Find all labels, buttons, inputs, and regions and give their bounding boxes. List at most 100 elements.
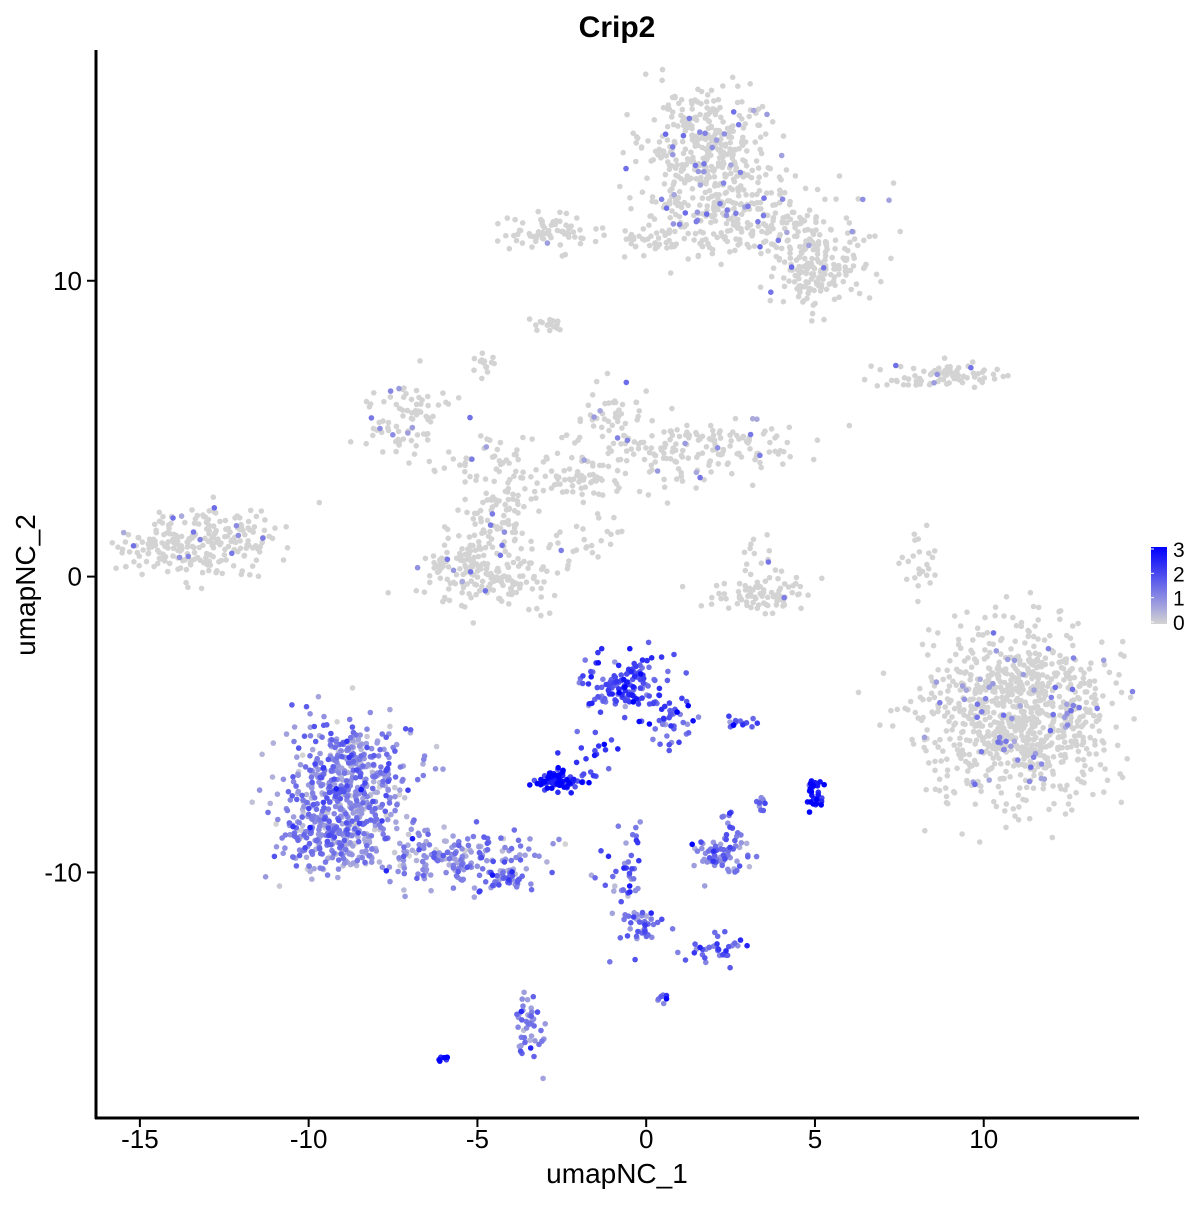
cell-point [770, 265, 777, 272]
cell-point [664, 123, 671, 130]
cell-point [424, 430, 431, 437]
cell-point [667, 456, 674, 462]
cell-point [760, 431, 767, 437]
cell-point [822, 196, 828, 203]
cell-point [699, 845, 705, 852]
cell-point [471, 554, 478, 561]
cell-point [745, 224, 751, 230]
cell-point [659, 916, 665, 923]
cell-point [727, 810, 733, 816]
cell-point [705, 172, 711, 179]
cell-point [511, 827, 518, 833]
cell-point [701, 161, 707, 167]
cell-point [775, 575, 781, 582]
cell-point [704, 105, 710, 111]
cell-point [642, 71, 649, 77]
cell-point [541, 579, 547, 585]
cell-point [601, 741, 608, 748]
cell-point [692, 162, 699, 169]
cell-point [1075, 776, 1081, 782]
cell-point [1058, 704, 1064, 710]
cell-point [994, 751, 1000, 758]
cell-point [222, 546, 228, 553]
cell-point [511, 508, 518, 514]
cell-point [335, 866, 342, 872]
cell-point [937, 699, 943, 706]
cell-point [339, 741, 345, 747]
cell-point [284, 807, 291, 814]
cell-point [1090, 791, 1096, 798]
cell-point [691, 950, 698, 956]
cell-point [697, 111, 703, 118]
cell-point [295, 788, 302, 795]
cell-point [229, 550, 235, 557]
cell-point [185, 553, 192, 560]
cell-point [1028, 764, 1034, 770]
cell-point [961, 751, 967, 758]
cell-point [713, 582, 720, 589]
cell-point [772, 210, 779, 216]
cell-point [768, 190, 775, 196]
cell-point [553, 473, 560, 479]
cell-point [306, 863, 313, 870]
cell-point [325, 806, 332, 812]
cell-point [287, 797, 294, 803]
cell-point [732, 940, 738, 946]
cell-point [589, 549, 596, 556]
cell-point [984, 654, 990, 660]
cell-point [748, 541, 754, 547]
cell-point [708, 469, 714, 475]
cell-point [615, 823, 622, 829]
cell-point [995, 728, 1001, 734]
cell-point [991, 709, 997, 716]
cell-point [950, 788, 957, 795]
cell-point [778, 568, 785, 574]
cell-point [200, 512, 206, 518]
cell-point [645, 683, 651, 689]
cell-point [987, 750, 993, 757]
cell-point [694, 99, 701, 105]
cell-point [517, 585, 523, 591]
cell-point [861, 264, 868, 270]
cell-point [1020, 671, 1027, 678]
cell-point [393, 448, 399, 455]
cell-point [529, 436, 535, 442]
cell-point [557, 209, 563, 216]
cell-point [609, 422, 616, 429]
cell-point [683, 698, 690, 705]
cell-point [501, 529, 508, 535]
cell-point [630, 234, 636, 240]
cell-point [909, 736, 915, 743]
cell-point [1030, 669, 1036, 675]
cell-point [668, 114, 675, 120]
cell-point [554, 450, 561, 457]
cell-point [534, 605, 540, 612]
cell-point [1003, 824, 1009, 831]
cell-point [697, 944, 703, 951]
cell-point [154, 547, 161, 554]
cell-point [758, 150, 765, 157]
cell-point [131, 559, 137, 565]
cell-point [295, 837, 301, 844]
cell-point [951, 613, 958, 619]
cell-point [368, 415, 375, 421]
cell-point [675, 123, 681, 129]
cell-point [444, 849, 451, 856]
cell-point [724, 952, 731, 959]
cell-point [836, 271, 842, 278]
cell-point [280, 776, 287, 783]
cell-point [396, 385, 402, 392]
cell-point [364, 733, 370, 740]
cell-point [770, 593, 777, 600]
cell-point [444, 1054, 451, 1061]
cell-point [468, 562, 475, 569]
cell-point [623, 448, 630, 454]
cell-point [417, 409, 424, 416]
cell-point [460, 584, 467, 591]
cell-point [210, 523, 217, 529]
cell-point [367, 817, 374, 823]
cell-point [528, 886, 535, 893]
cell-point [623, 671, 630, 677]
cell-point [961, 696, 968, 703]
cell-point [238, 571, 245, 578]
